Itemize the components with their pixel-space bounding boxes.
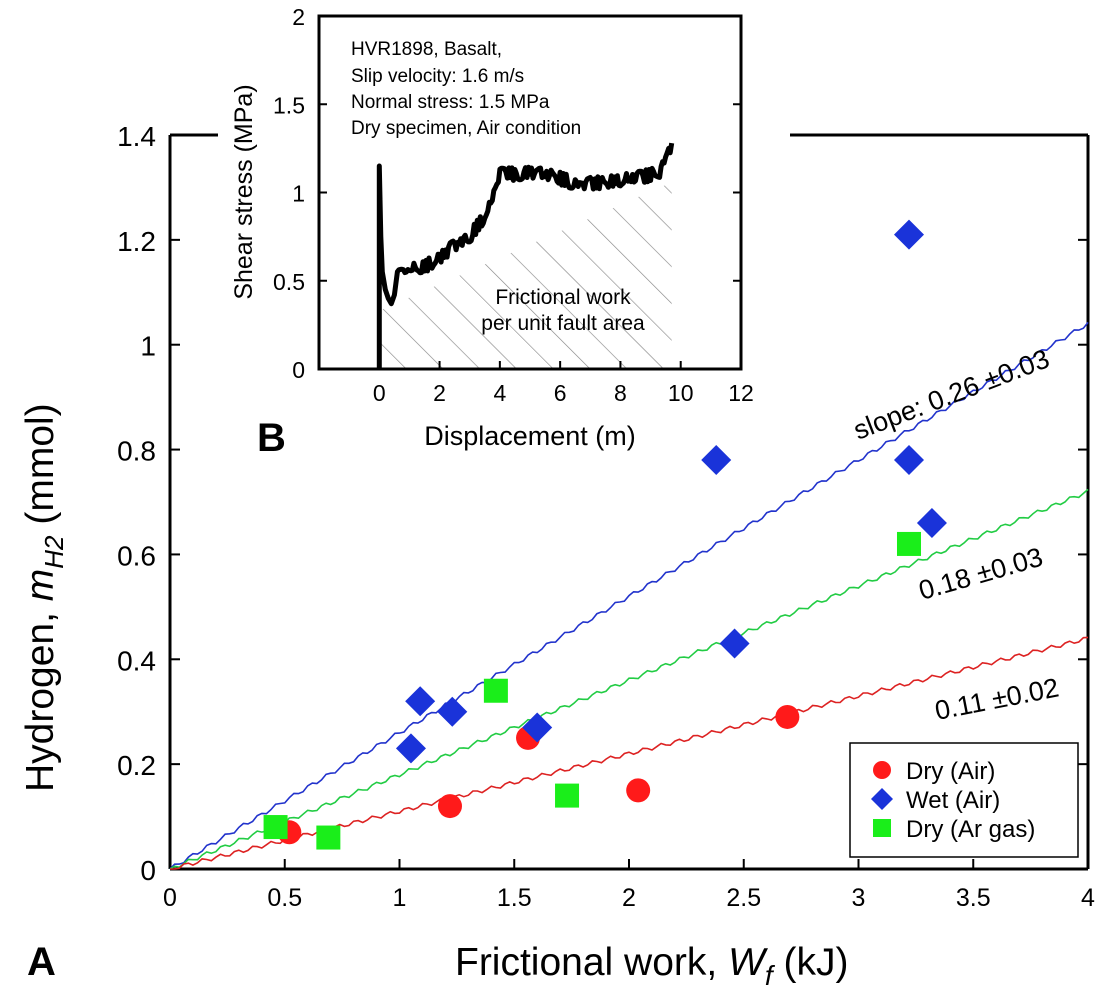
fit-line-1 (169, 488, 1089, 870)
inset-chart: 0 2 4 6 8 10 12 0 0.5 1 1.5 2 HVR1898, Basalt, Slip… (218, 4, 790, 460)
point-dry-air (775, 704, 800, 729)
main-x-tick-label: 0 (163, 884, 177, 912)
data-points (263, 219, 947, 850)
inset-x-tick-label: 4 (493, 380, 506, 406)
main-x-tick-label: 3 (852, 884, 866, 912)
inset-y-tick-label: 2 (292, 4, 305, 30)
main-x-tick-label: 3.5 (956, 884, 991, 912)
fit-label-wet: slope: 0.26 ±0.03 (849, 343, 1053, 445)
area-label-line-2: per unit fault area (481, 312, 645, 335)
point-dry-air (437, 794, 462, 819)
point-wet-air (719, 628, 750, 659)
point-dry-ar-gas (316, 825, 341, 850)
point-dry-ar-gas (263, 815, 288, 840)
panel-label-a: A (27, 940, 56, 984)
main-y-tick-label: 0 (140, 855, 156, 886)
inset-annotation-line-1: HVR1898, Basalt, (351, 39, 502, 60)
area-label-line-1: Frictional work (495, 286, 631, 309)
main-x-tick-label: 2 (622, 884, 636, 912)
point-wet-air (893, 445, 924, 476)
main-plot-frame (168, 133, 1090, 871)
inset-y-axis-title: Shear stress (MPa) (230, 84, 258, 299)
main-x-tick-label: 2.5 (726, 884, 761, 912)
inset-axis-ticks: 0 2 4 6 8 10 12 0 0.5 1 1.5 2 (273, 4, 754, 406)
main-axis-ticks: 0 0.5 1 1.5 2 2.5 3 3.5 4 0 0.2 0.4 0.6 0.8 1 1.2 1.4 (117, 121, 1095, 912)
main-y-tick-label: 0.4 (117, 645, 156, 676)
main-x-tick-label: 1 (393, 884, 407, 912)
point-dry-ar-gas (555, 783, 580, 808)
main-x-tick-label: 0.5 (267, 884, 302, 912)
point-wet-air (522, 712, 553, 743)
point-dry-air (626, 778, 651, 803)
main-y-tick-label: 0.6 (117, 540, 156, 571)
point-wet-air (395, 733, 426, 764)
point-dry-ar-gas (896, 531, 921, 556)
point-dry-ar-gas (483, 678, 508, 703)
inset-x-tick-label: 8 (614, 380, 627, 406)
main-x-tick-label: 4 (1081, 884, 1095, 912)
legend-marker-dry-ar (873, 819, 891, 837)
main-y-tick-label: 1.2 (117, 226, 156, 257)
inset-annotation-line-4: Dry specimen, Air condition (351, 118, 581, 139)
legend-label-wet-air: Wet (Air) (906, 787, 1000, 814)
legend: Dry (Air) Wet (Air) Dry (Ar gas) (849, 742, 1079, 858)
inset-annotation-line-2: Slip velocity: 1.6 m/s (351, 66, 524, 87)
shear-stress-curve (376, 142, 675, 369)
point-wet-air (405, 686, 436, 717)
point-wet-air (437, 696, 468, 727)
inset-x-tick-label: 0 (373, 380, 386, 406)
point-wet-air (701, 445, 732, 476)
legend-label-dry-air: Dry (Air) (906, 758, 995, 785)
inset-annotation-line-3: Normal stress: 1.5 MPa (351, 92, 550, 113)
main-y-axis-title: Hydrogen, mH2 (mmol) (19, 403, 69, 792)
legend-marker-dry-air (873, 761, 891, 779)
inset-y-tick-label: 0 (292, 357, 305, 383)
panel-label-b: B (257, 416, 286, 460)
point-wet-air (916, 507, 947, 538)
main-y-tick-label: 0.2 (117, 750, 156, 781)
inset-y-tick-label: 1.5 (273, 92, 305, 118)
fit-line-0 (169, 321, 1089, 870)
point-wet-air (893, 219, 924, 250)
legend-label-dry-ar: Dry (Ar gas) (906, 816, 1035, 843)
fit-label-argas: 0.18 ±0.03 (915, 542, 1046, 606)
main-x-axis-title: Frictional work, Wf (kJ) (455, 941, 848, 985)
inset-x-tick-label: 12 (728, 380, 754, 406)
inset-x-tick-label: 2 (433, 380, 446, 406)
inset-x-tick-label: 10 (668, 380, 694, 406)
inset-y-tick-label: 1 (292, 181, 305, 207)
legend-marker-wet-air (871, 788, 893, 810)
main-y-tick-label: 1.4 (117, 121, 156, 152)
frictional-work-area (379, 182, 672, 369)
main-y-tick-label: 1 (140, 331, 156, 362)
main-y-tick-label: 0.8 (117, 436, 156, 467)
inset-x-tick-label: 6 (554, 380, 567, 406)
inset-y-tick-label: 0.5 (273, 269, 305, 295)
inset-x-axis-title: Displacement (m) (424, 421, 636, 451)
fit-label-dry: 0.11 ±0.02 (932, 673, 1061, 726)
main-x-tick-label: 1.5 (497, 884, 532, 912)
